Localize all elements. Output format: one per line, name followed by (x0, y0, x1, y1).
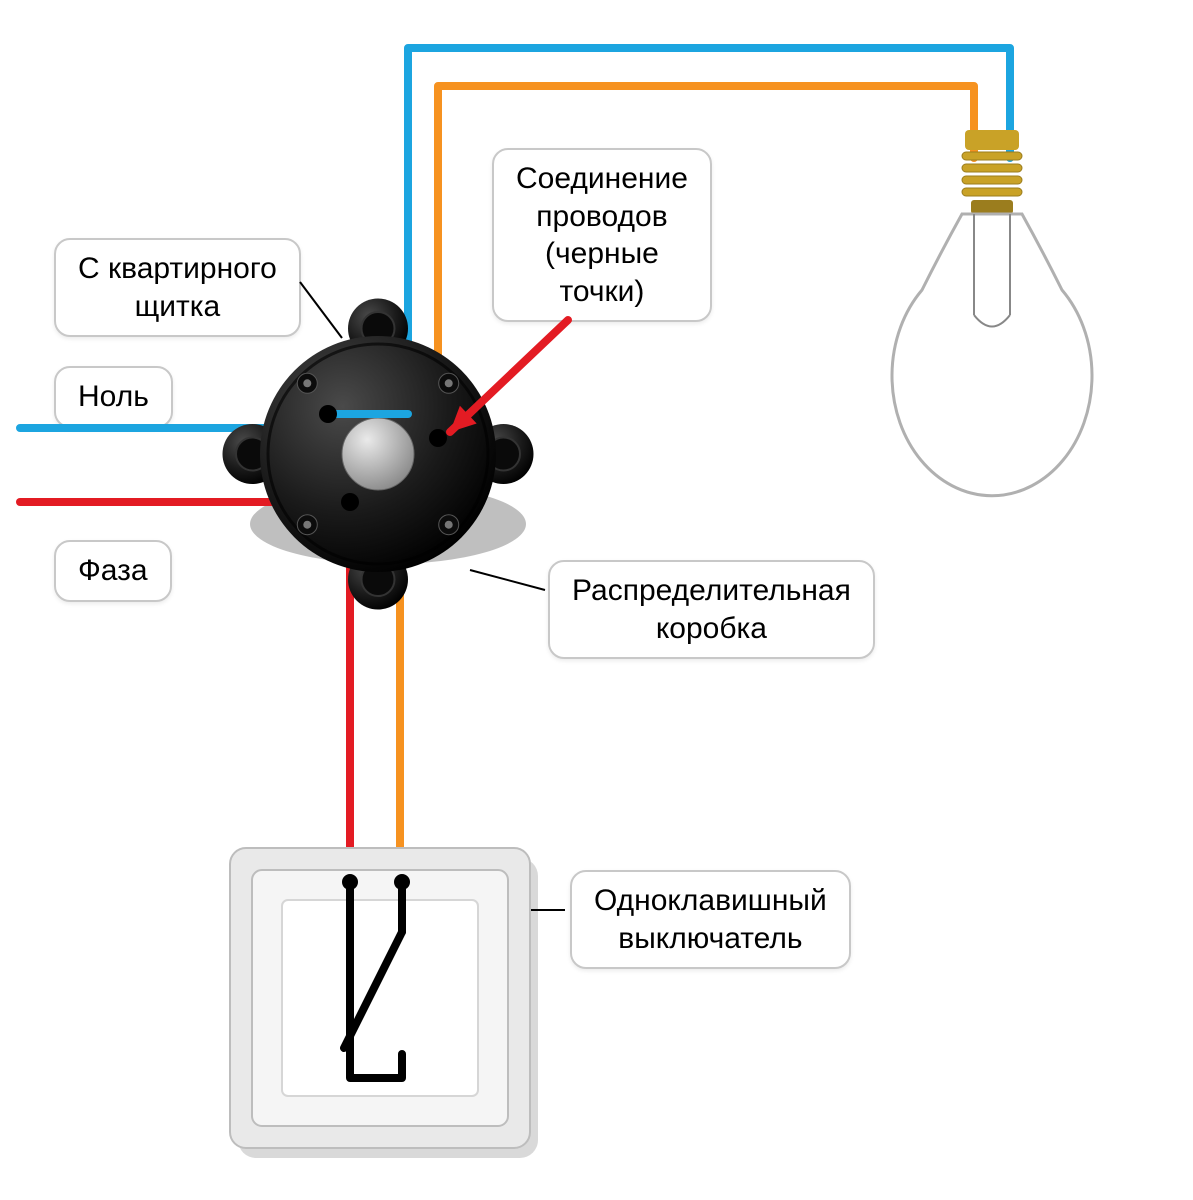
label-connections: Соединение проводов (черные точки) (492, 148, 712, 322)
wall-switch (230, 848, 538, 1158)
label-panel: С квартирного щитка (54, 238, 301, 337)
label-jbox: Распределительная коробка (548, 560, 875, 659)
label-phase: Фаза (54, 540, 172, 602)
label-neutral: Ноль (54, 366, 173, 428)
junction-box (223, 299, 534, 610)
lightbulb-icon (892, 130, 1092, 496)
label-switch: Одноклавишный выключатель (570, 870, 851, 969)
